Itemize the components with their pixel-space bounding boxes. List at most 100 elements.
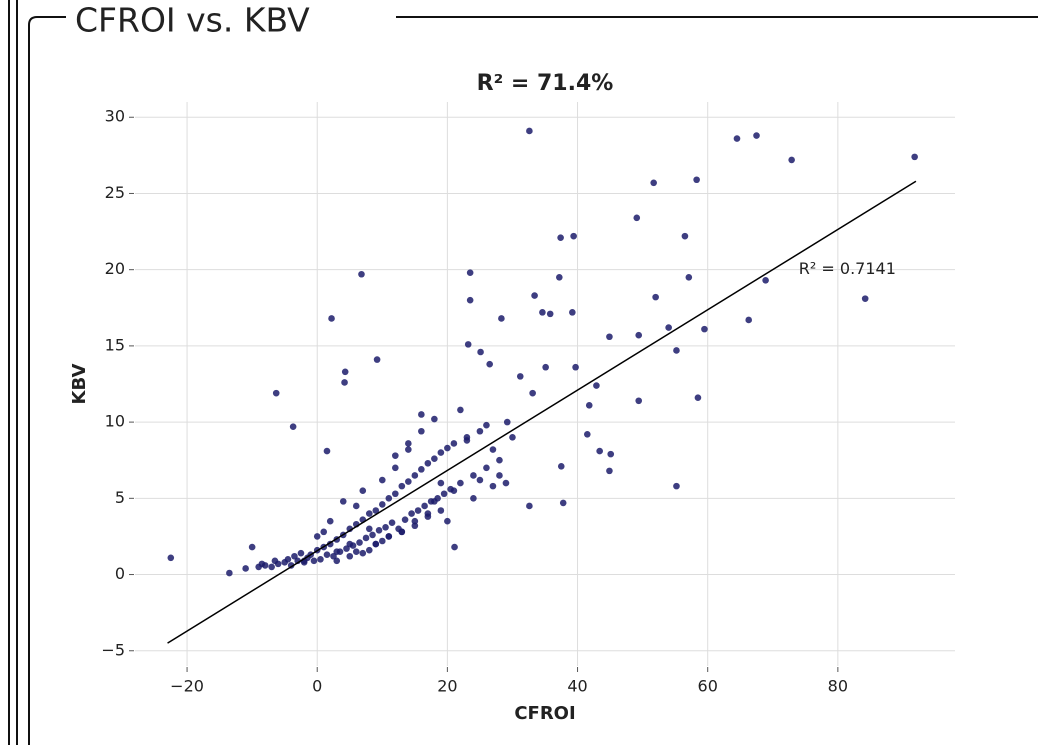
point xyxy=(424,459,432,467)
point xyxy=(489,446,497,453)
point xyxy=(572,363,579,371)
point xyxy=(385,495,393,502)
point xyxy=(470,495,477,502)
point xyxy=(372,540,380,548)
point xyxy=(503,418,511,426)
point xyxy=(693,176,700,184)
point xyxy=(861,295,869,302)
point xyxy=(911,153,918,161)
point xyxy=(431,498,438,505)
point xyxy=(489,482,497,490)
point xyxy=(477,348,484,356)
point xyxy=(437,479,445,487)
point xyxy=(388,519,396,527)
point xyxy=(681,232,689,240)
point xyxy=(466,269,474,277)
point xyxy=(323,551,331,559)
point xyxy=(375,527,383,534)
point xyxy=(418,427,425,435)
point xyxy=(401,516,409,523)
point xyxy=(652,293,659,301)
x-tick-label: 20 xyxy=(437,677,457,696)
point xyxy=(753,132,760,139)
point xyxy=(226,569,233,577)
point xyxy=(606,333,613,341)
point xyxy=(379,537,386,545)
point xyxy=(431,415,438,423)
point xyxy=(418,466,425,473)
point xyxy=(557,463,565,470)
point xyxy=(320,528,328,536)
point xyxy=(333,557,341,565)
point xyxy=(330,552,337,560)
point xyxy=(392,490,399,498)
y-tick-label: 10 xyxy=(105,412,125,431)
x-axis-label: CFROI xyxy=(514,703,575,724)
point xyxy=(242,565,249,572)
point xyxy=(526,127,533,135)
point xyxy=(516,373,524,380)
point xyxy=(167,554,175,562)
point xyxy=(762,277,769,284)
point xyxy=(557,234,564,241)
point xyxy=(392,464,399,472)
chart-title: R² = 71.4% xyxy=(477,71,614,96)
point xyxy=(476,427,484,435)
point xyxy=(317,555,324,563)
point xyxy=(284,555,292,563)
point xyxy=(362,534,370,542)
y-tick-label: 25 xyxy=(105,183,125,202)
point xyxy=(788,156,795,164)
point xyxy=(606,467,613,475)
point xyxy=(272,389,280,397)
point xyxy=(379,501,386,508)
point xyxy=(529,389,536,397)
point xyxy=(339,498,347,505)
fit-line xyxy=(167,180,917,644)
point xyxy=(694,394,702,402)
point xyxy=(546,310,554,318)
point xyxy=(444,517,451,525)
point xyxy=(414,507,422,514)
point xyxy=(289,423,297,430)
point xyxy=(352,548,360,555)
point xyxy=(701,325,708,333)
point xyxy=(476,476,484,484)
point xyxy=(405,440,412,447)
x-tick-label: −20 xyxy=(170,677,204,696)
point xyxy=(483,421,490,429)
y-tick-label: 30 xyxy=(105,107,125,126)
point xyxy=(297,549,305,557)
point xyxy=(323,447,331,455)
point xyxy=(369,531,376,539)
point xyxy=(411,517,419,525)
point xyxy=(326,517,334,525)
point xyxy=(584,431,591,438)
point xyxy=(431,455,438,462)
point xyxy=(352,502,360,510)
point xyxy=(444,444,451,452)
point xyxy=(437,507,445,514)
point xyxy=(411,522,419,530)
point xyxy=(596,447,603,455)
point xyxy=(356,539,363,546)
point xyxy=(498,315,505,322)
point xyxy=(673,482,680,490)
point xyxy=(411,472,419,479)
point xyxy=(463,437,471,444)
point xyxy=(531,292,538,299)
point xyxy=(359,549,367,557)
point xyxy=(373,356,381,363)
point xyxy=(570,232,577,240)
point xyxy=(343,545,350,552)
point xyxy=(382,523,389,531)
point xyxy=(450,440,458,447)
point xyxy=(358,270,365,278)
point xyxy=(635,331,643,339)
point xyxy=(635,397,643,405)
point xyxy=(313,533,321,540)
annotation: R² = 0.7141 xyxy=(799,259,896,278)
y-tick-label: 5 xyxy=(115,488,125,507)
point xyxy=(733,135,741,142)
